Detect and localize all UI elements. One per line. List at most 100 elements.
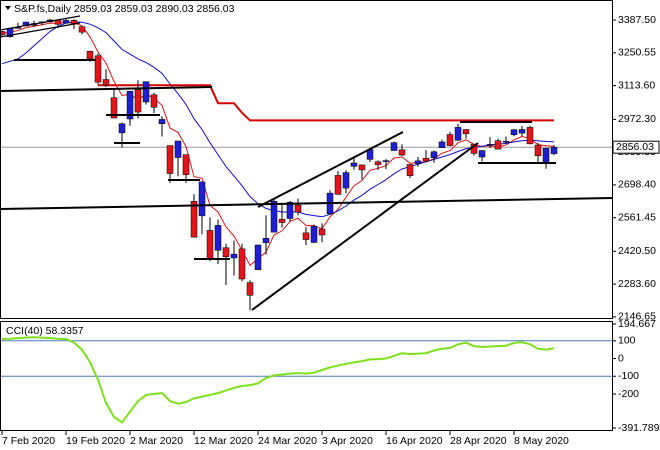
candle-body (166, 145, 174, 174)
y-tick-label: 100 (618, 335, 636, 347)
wedge-line (251, 142, 479, 311)
cci-line (1, 336, 555, 424)
candle-body (78, 26, 86, 33)
candle-body (246, 282, 254, 296)
current-price-label: 2856.03 (616, 141, 654, 153)
x-tick-label: 28 Apr 2020 (450, 435, 507, 447)
candle-body (118, 123, 126, 134)
candle-body (318, 228, 326, 236)
candle-body (214, 225, 222, 251)
indicator-line (1, 22, 555, 267)
candle-body (526, 127, 534, 145)
candle-body (254, 244, 262, 270)
candle-body (390, 142, 398, 151)
candle-body (518, 129, 526, 134)
candle-body (446, 134, 454, 146)
candle-body (134, 89, 142, 113)
y-tick-label: 2972.30 (618, 113, 656, 125)
candle-body (182, 154, 190, 175)
candle-body (502, 140, 510, 143)
y-tick-label: 2146.65 (618, 311, 656, 323)
cci-title: CCI(40) 58.3357 (6, 325, 84, 337)
cci-panel: 194.667 100 0 -100 -200 -391.789 7 Feb 2020 19 … (0, 318, 660, 447)
candle-body (0, 31, 6, 35)
candle-body (262, 238, 270, 243)
indicator-line (1, 21, 555, 218)
x-tick-label: 12 Mar 2020 (194, 435, 253, 447)
candle-body (414, 160, 422, 164)
candle-body (158, 119, 166, 125)
y-tick-label: -100 (618, 370, 639, 382)
y-tick-label: 3387.50 (618, 14, 656, 26)
candle-body (286, 201, 294, 219)
candle-body (438, 141, 446, 148)
candle-body (150, 94, 158, 108)
x-tick-label: 8 May 2020 (514, 435, 569, 447)
candle-body (222, 247, 230, 258)
candle-body (110, 97, 118, 119)
candle-body (550, 146, 558, 154)
candle-body (358, 164, 366, 171)
channel-line (0, 15, 81, 31)
y-tick-label: 2698.40 (618, 179, 656, 191)
candle-body (542, 147, 550, 163)
candle-body (486, 144, 494, 146)
candle-body (422, 157, 430, 162)
candle-body (462, 129, 470, 135)
candle-body (510, 129, 518, 136)
candle-body (310, 225, 318, 243)
x-tick-label: 7 Feb 2020 (2, 435, 55, 447)
candle-body (142, 81, 150, 103)
candle-body (350, 162, 358, 167)
y-tick-label: -200 (618, 388, 639, 400)
candle-body (398, 149, 406, 156)
indicator-line (98, 84, 554, 122)
x-tick-label: 3 Apr 2020 (322, 435, 373, 447)
candle-body (278, 218, 286, 223)
candle-body (334, 175, 342, 195)
candle-body (374, 161, 382, 165)
candle-body (102, 79, 110, 86)
candle-body (198, 181, 206, 217)
candle-body (230, 253, 238, 259)
price-frame (0, 0, 613, 319)
y-tick-label: 2283.60 (618, 278, 656, 290)
candle-body (494, 140, 502, 150)
candle-body (190, 201, 198, 238)
y-tick-label: -391.789 (618, 422, 660, 434)
x-tick-label: 19 Feb 2020 (66, 435, 125, 447)
candle-body (294, 204, 302, 213)
channel-line (0, 22, 81, 38)
candle-body (174, 140, 182, 158)
candle-body (238, 248, 246, 280)
chart-title: S&P.fs,Daily 2859.03 2859.03 2890.03 285… (14, 3, 235, 15)
candle-body (94, 55, 102, 83)
x-tick-label: 24 Mar 2020 (258, 435, 317, 447)
y-tick-label: 2420.50 (618, 245, 656, 257)
candle-body (126, 90, 134, 120)
wedge-line (257, 131, 404, 208)
candle-body (270, 201, 278, 233)
candle-body (534, 144, 542, 157)
candle-body (62, 20, 70, 24)
candle-body (206, 230, 214, 260)
candle-body (342, 172, 350, 189)
menu-icon (5, 6, 11, 10)
drawings (0, 15, 613, 311)
resistance-line (0, 86, 213, 92)
candle-body (478, 150, 486, 158)
x-tick-label: 2 Mar 2020 (130, 435, 183, 447)
y-tick-label: 3250.55 (618, 47, 656, 59)
y-tick-label: 2561.45 (618, 211, 656, 223)
candle-body (454, 127, 462, 141)
support-line (0, 197, 613, 210)
x-tick-label: 16 Apr 2020 (386, 435, 443, 447)
y-tick-label: 194.667 (618, 318, 656, 330)
candle-body (382, 160, 390, 162)
candle-body (302, 232, 310, 240)
cci-frame (0, 321, 613, 431)
candle-body (406, 164, 414, 176)
